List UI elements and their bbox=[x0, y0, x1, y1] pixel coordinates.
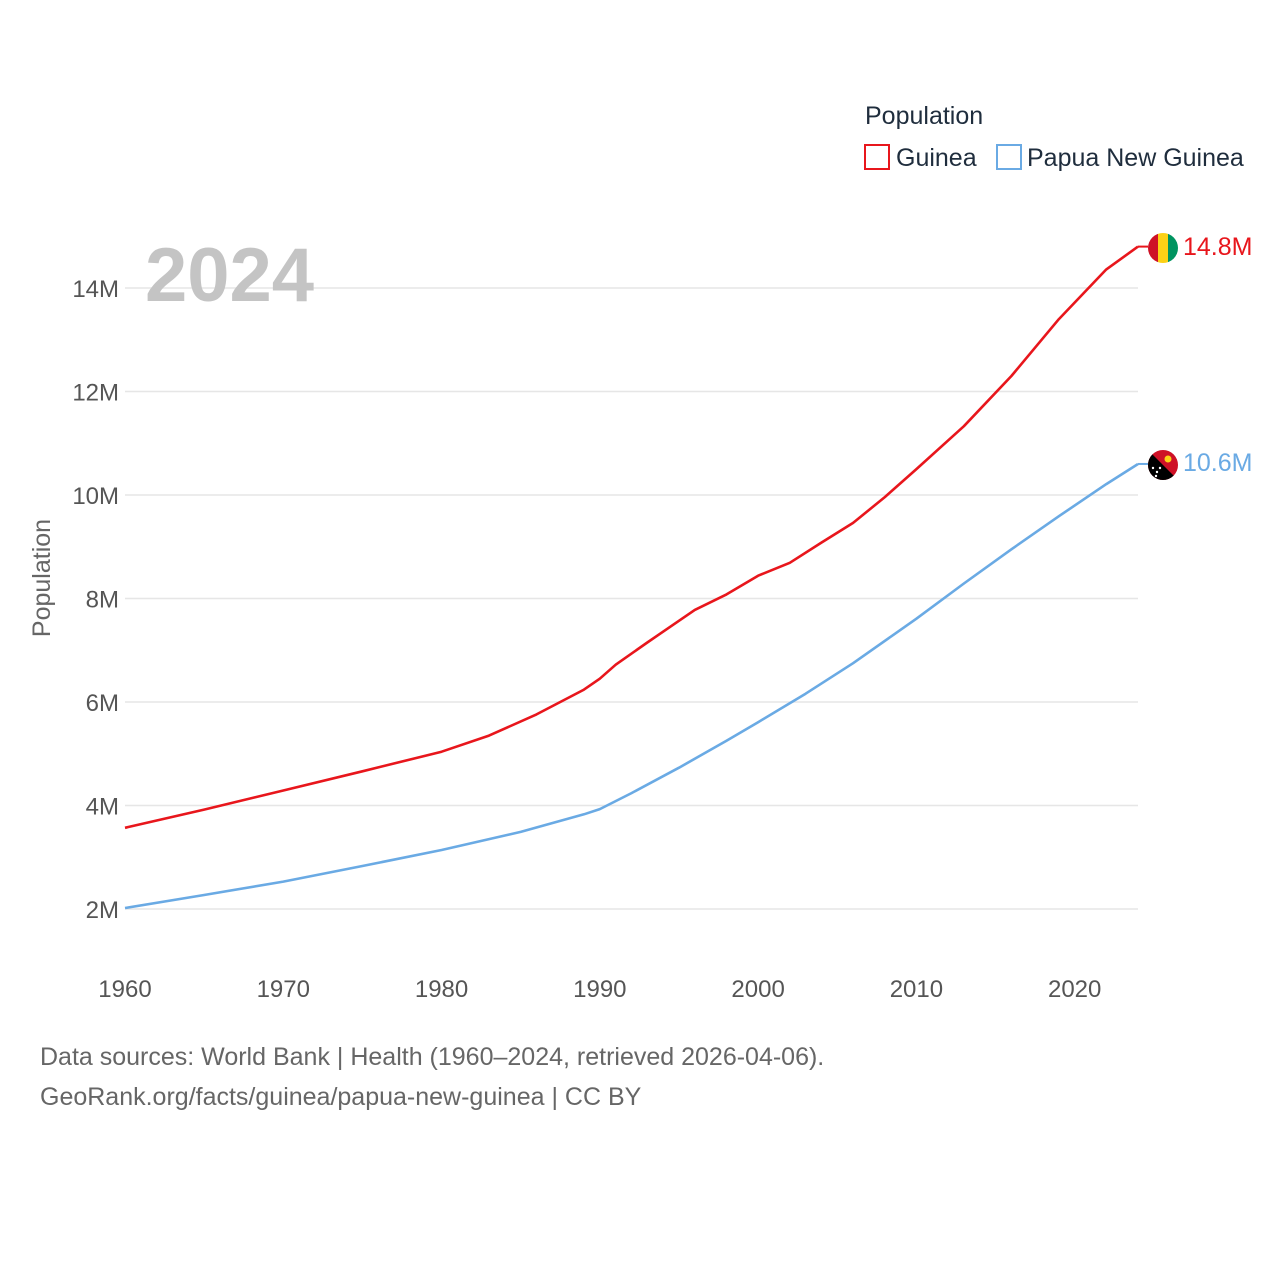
source-url[interactable]: GeoRank.org/facts/guinea/papua-new-guine… bbox=[40, 1083, 642, 1111]
legend-label-guinea: Guinea bbox=[896, 144, 977, 172]
series-line-guinea[interactable] bbox=[124, 245, 1139, 830]
legend-swatch-papua-new-guinea bbox=[996, 144, 1022, 170]
x-tick-label: 2000 bbox=[731, 976, 784, 1003]
y-tick-label: 2M bbox=[86, 897, 119, 924]
series-line-papua-new-guinea[interactable] bbox=[124, 462, 1139, 910]
legend-title: Population bbox=[865, 102, 983, 130]
y-tick-label: 6M bbox=[86, 690, 119, 717]
series bbox=[124, 245, 1148, 910]
y-tick-label: 10M bbox=[72, 483, 119, 510]
y-tick-label: 8M bbox=[86, 587, 119, 614]
x-axis: 1960 1970 1980 1990 2000 2010 2020 bbox=[98, 976, 1101, 1003]
end-label-papua-new-guinea: 10.6M bbox=[1183, 449, 1252, 477]
y-tick-label: 4M bbox=[86, 794, 119, 821]
legend-item-papua-new-guinea[interactable]: Papua New Guinea bbox=[996, 144, 1244, 172]
y-axis-title: Population bbox=[28, 519, 56, 637]
legend-swatch-guinea bbox=[864, 144, 890, 170]
x-tick-label: 2020 bbox=[1048, 976, 1101, 1003]
x-tick-label: 1980 bbox=[415, 976, 468, 1003]
y-axis: 2M 4M 6M 8M 10M 12M 14M bbox=[72, 276, 119, 924]
year-overlay: 2024 bbox=[145, 233, 314, 318]
x-tick-label: 1970 bbox=[257, 976, 310, 1003]
x-tick-label: 2010 bbox=[890, 976, 943, 1003]
y-tick-label: 12M bbox=[72, 380, 119, 407]
end-label-guinea: 14.8M bbox=[1183, 233, 1252, 261]
x-tick-label: 1990 bbox=[573, 976, 626, 1003]
guinea-flag-icon bbox=[1148, 233, 1178, 263]
papua-new-guinea-flag-icon bbox=[1148, 450, 1178, 480]
legend-item-guinea[interactable]: Guinea bbox=[864, 144, 977, 172]
grid bbox=[125, 287, 1138, 910]
legend-label-papua-new-guinea: Papua New Guinea bbox=[1027, 144, 1244, 172]
y-tick-label: 14M bbox=[72, 276, 119, 303]
source-citation: Data sources: World Bank | Health (1960–… bbox=[40, 1043, 825, 1071]
legend: Population Guinea Papua New Guinea bbox=[864, 102, 1244, 172]
x-tick-label: 1960 bbox=[98, 976, 151, 1003]
